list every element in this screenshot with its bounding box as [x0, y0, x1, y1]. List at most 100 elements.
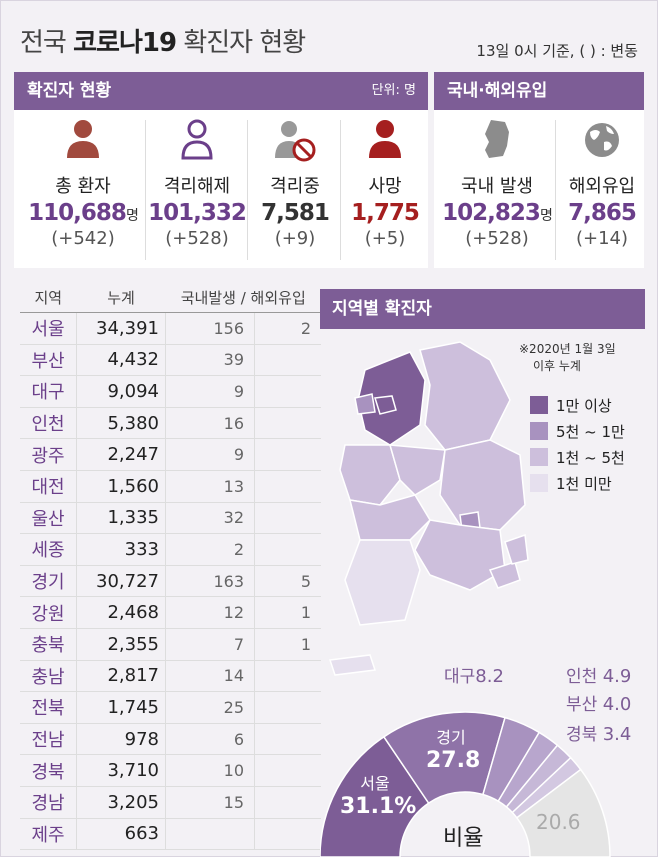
cell-overseas	[254, 786, 321, 819]
person-blocked-icon	[275, 121, 316, 162]
cell-overseas	[254, 533, 321, 566]
table-row: 경북 3,710 10	[20, 754, 321, 787]
confirmed-panel-header: 확진자 현황 단위: 명	[14, 72, 428, 110]
cell-domestic: 6	[165, 723, 255, 756]
legend-swatch	[530, 422, 548, 440]
stat-change: (+542)	[51, 228, 115, 249]
cell-total: 2,247	[76, 438, 166, 471]
divider	[340, 120, 341, 260]
table-row: 전북 1,745 25	[20, 691, 321, 724]
region-incheon	[354, 393, 376, 415]
slice-label-incheon: 인천 4.9	[566, 666, 632, 687]
cell-total: 2,355	[76, 628, 166, 661]
slice-label-daegu: 대구8.2	[444, 666, 504, 687]
stat-change: (+5)	[364, 228, 406, 249]
cell-domestic: 39	[165, 344, 255, 377]
stat-value: 101,332	[148, 200, 247, 226]
cell-domestic: 10	[165, 754, 255, 787]
cell-total: 3,205	[76, 786, 166, 819]
korea-map-icon	[485, 120, 509, 158]
table-row: 경남 3,205 15	[20, 786, 321, 819]
cell-overseas	[254, 470, 321, 503]
legend-swatch	[530, 448, 548, 466]
cell-region: 충북	[20, 628, 77, 661]
table-row: 충북 2,355 7 1	[20, 628, 321, 661]
cell-overseas: 1	[254, 628, 321, 661]
cell-region: 전북	[20, 691, 77, 724]
slice-label-other: 20.6	[536, 810, 581, 834]
person-outline-icon	[181, 119, 213, 160]
table-row: 세종 333 2	[20, 533, 321, 566]
region-chungnam	[339, 444, 401, 506]
cell-region: 경북	[20, 754, 77, 787]
table-row: 제주 663	[20, 818, 321, 851]
cell-domestic	[165, 818, 255, 851]
legend-item: 1천 미만	[530, 470, 625, 496]
column-header: 국내발생 / 해외유입	[165, 283, 321, 313]
cell-total: 1,745	[76, 691, 166, 724]
import-panel-header: 국내·해외유입	[434, 72, 644, 110]
cell-region: 서울	[20, 312, 77, 345]
table-row: 대구 9,094 9	[20, 375, 321, 408]
column-header: 지역	[20, 283, 77, 313]
stat-value: 102,823명	[442, 200, 553, 226]
slice-label-gyeonggi: 경기 27.8	[426, 728, 481, 773]
slice-label-seoul: 서울 31.1%	[340, 774, 417, 819]
stat-isolated: 격리중 7,581 (+9)	[249, 118, 341, 249]
stat-change: (+528)	[165, 228, 229, 249]
cell-domestic: 2	[165, 533, 255, 566]
stat-change: (+14)	[575, 228, 629, 249]
cell-overseas	[254, 375, 321, 408]
cell-region: 울산	[20, 502, 77, 535]
cell-overseas	[254, 754, 321, 787]
cell-domestic: 14	[165, 660, 255, 693]
stat-overseas: 해외유입 7,865 (+14)	[557, 118, 647, 249]
region-seoul	[374, 395, 397, 415]
stat-total: 총 환자 110,688명 (+542)	[22, 118, 144, 249]
cell-overseas	[254, 723, 321, 756]
cell-total: 5,380	[76, 407, 166, 440]
divider	[555, 120, 556, 260]
legend-item: 1만 이상	[530, 392, 625, 418]
cell-overseas	[254, 407, 321, 440]
cell-region: 대전	[20, 470, 77, 503]
stat-label: 격리해제	[163, 176, 231, 197]
stat-change: (+9)	[274, 228, 316, 249]
map-note: ※2020년 1월 3일 이후 누계	[519, 342, 616, 373]
cell-region: 대구	[20, 375, 77, 408]
cell-total: 663	[76, 818, 166, 851]
korea-region-map	[328, 341, 529, 676]
map-legend: 1만 이상 5천 ~ 1만 1천 ~ 5천 1천 미만	[530, 392, 625, 496]
cell-overseas	[254, 344, 321, 377]
table-row: 부산 4,432 39	[20, 344, 321, 377]
stat-change: (+528)	[465, 228, 529, 249]
region-gyeongbuk	[439, 439, 526, 531]
table-row: 대전 1,560 13	[20, 470, 321, 503]
cell-total: 1,335	[76, 502, 166, 535]
cell-total: 2,468	[76, 596, 166, 629]
stat-label: 사망	[368, 176, 402, 197]
legend-item: 5천 ~ 1만	[530, 418, 625, 444]
table-row: 인천 5,380 16	[20, 407, 321, 440]
divider	[247, 120, 248, 260]
stat-value: 7,865	[568, 200, 637, 226]
person-icon	[67, 120, 99, 158]
cell-overseas: 5	[254, 565, 321, 598]
region-ulsan	[504, 533, 529, 565]
cell-region: 부산	[20, 344, 77, 377]
cell-region: 경남	[20, 786, 77, 819]
table-row: 경기 30,727 163 5	[20, 565, 321, 598]
stat-label: 해외유입	[568, 176, 636, 197]
table-row: 충남 2,817 14	[20, 660, 321, 693]
cell-domestic: 32	[165, 502, 255, 535]
stat-value: 7,581	[261, 200, 330, 226]
stat-domestic: 국내 발생 102,823명 (+528)	[438, 118, 556, 249]
region-gangwon	[419, 341, 511, 451]
table-row: 울산 1,335 32	[20, 502, 321, 535]
region-table: 지역 누계 국내발생 / 해외유입 서울 34,391 156 2 부산 4,432 39 대…	[20, 283, 321, 851]
stat-label: 격리중	[270, 176, 320, 197]
cell-domestic: 15	[165, 786, 255, 819]
cell-region: 세종	[20, 533, 77, 566]
cell-region: 광주	[20, 438, 77, 471]
cell-domestic: 156	[165, 312, 255, 345]
